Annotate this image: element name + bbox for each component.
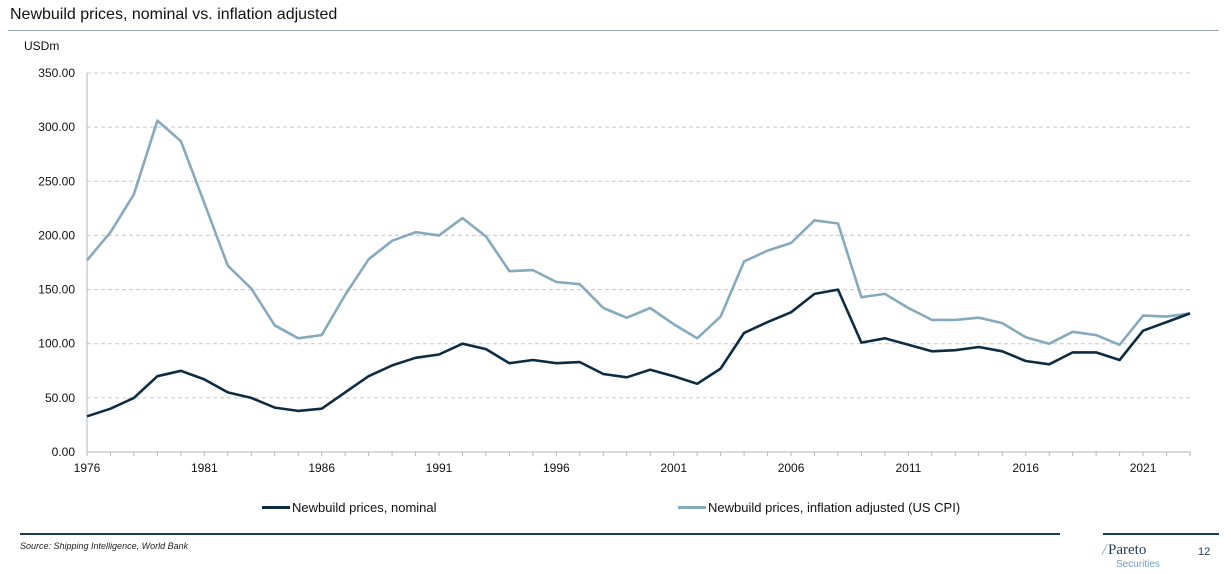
logo-name: Pareto xyxy=(1108,542,1147,558)
legend: Newbuild prices, nominal Newbuild prices… xyxy=(0,500,1231,520)
pareto-logo: / Pareto Securities xyxy=(1102,542,1172,572)
footer-divider xyxy=(20,533,1060,535)
legend-label-nominal: Newbuild prices, nominal xyxy=(292,500,437,515)
title-divider xyxy=(8,30,1219,31)
page-number: 12 xyxy=(1198,546,1211,558)
footer-divider-right xyxy=(1103,533,1219,535)
y-tick-label: 350.00 xyxy=(38,66,75,80)
y-tick-label: 150.00 xyxy=(38,283,75,297)
x-tick-label: 1991 xyxy=(426,461,453,475)
x-tick-label: 1976 xyxy=(74,461,101,475)
x-tick-label: 1986 xyxy=(308,461,335,475)
y-tick-label: 250.00 xyxy=(38,174,75,188)
series-line-nominal xyxy=(86,288,1191,418)
legend-item-inflation-adjusted: Newbuild prices, inflation adjusted (US … xyxy=(678,500,960,515)
y-tick-label: 100.00 xyxy=(38,337,75,351)
source-note: Source: Shipping Intelligence, World Ban… xyxy=(20,541,189,551)
series-line-inflation-adjusted xyxy=(86,119,1191,347)
legend-swatch-nominal xyxy=(262,506,290,509)
y-axis-label: USDm xyxy=(24,39,59,53)
y-axis-ticks: 0.00 50.00 100.00 150.00 200.00 250.00 300.00 3… xyxy=(38,66,75,459)
legend-item-nominal: Newbuild prices, nominal xyxy=(262,500,437,515)
x-axis-ticks: 1976 1981 1986 1991 1996 2001 2006 2011 2016 2021 xyxy=(74,452,1191,475)
x-tick-label: 1996 xyxy=(543,461,570,475)
x-tick-label: 2011 xyxy=(895,461,921,475)
logo-subtitle: Securities xyxy=(1116,559,1160,570)
y-tick-label: 0.00 xyxy=(52,445,76,459)
gridlines xyxy=(86,72,1190,453)
series-lines xyxy=(86,119,1191,418)
x-tick-label: 2001 xyxy=(660,461,687,475)
line-chart: USDm 0.00 50.00 100.00 150.00 200.00 250.00 30… xyxy=(24,39,1191,475)
x-tick-label: 2016 xyxy=(1012,461,1039,475)
legend-swatch-inflation-adjusted xyxy=(678,506,706,509)
legend-label-inflation-adjusted: Newbuild prices, inflation adjusted (US … xyxy=(708,500,961,515)
logo-mark-icon: / xyxy=(1102,542,1107,559)
y-tick-label: 50.00 xyxy=(45,391,75,405)
y-tick-label: 300.00 xyxy=(38,120,75,134)
x-tick-label: 1981 xyxy=(191,461,218,475)
y-tick-label: 200.00 xyxy=(38,228,75,242)
x-tick-label: 2006 xyxy=(778,461,805,475)
slide-title: Newbuild prices, nominal vs. inflation a… xyxy=(10,6,338,23)
x-tick-label: 2021 xyxy=(1130,461,1157,475)
